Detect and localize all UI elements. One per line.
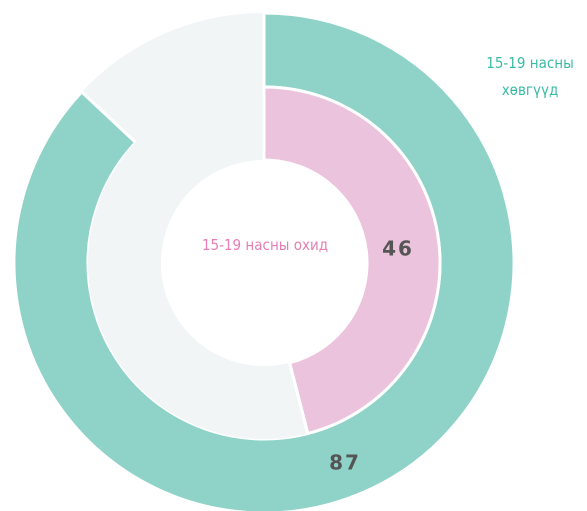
separator: [80, 90, 137, 144]
outer-series-label: 15-19 насны хөвгүүд: [486, 54, 574, 99]
data-label: 87: [329, 451, 361, 475]
separator: [288, 362, 310, 434]
center-hole: [161, 160, 367, 366]
inner-series-label: 15-19 насны охид: [201, 236, 329, 254]
data-label: 46: [382, 237, 414, 261]
